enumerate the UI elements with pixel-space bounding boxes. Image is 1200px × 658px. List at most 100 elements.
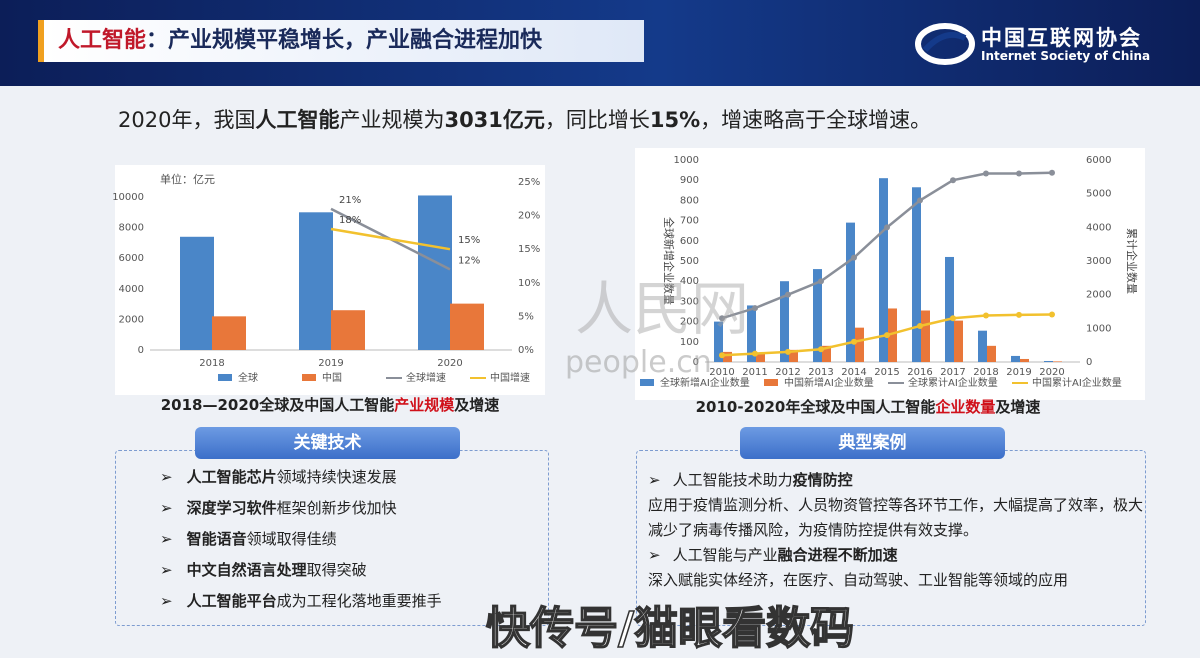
case-body: 深入赋能实体经济，在医疗、自动驾驶、工业智能等领域的应用 [648, 571, 1069, 589]
legend-label: 中国 [322, 371, 342, 384]
logo-en: Internet Society of China [981, 49, 1151, 63]
y-tick-label: 500 [680, 256, 699, 267]
bar [921, 310, 930, 362]
bar [1053, 361, 1062, 362]
logo: 中国互联网协会 Internet Society of China [915, 22, 1175, 66]
bar [912, 187, 921, 362]
legend-label: 全球增速 [406, 371, 446, 384]
y-tick-label: 6000 [119, 253, 144, 264]
legend-swatch [764, 379, 778, 386]
item-text: 成为工程化落地重要推手 [276, 592, 442, 610]
case-list: 人工智能技术助力疫情防控 应用于疫情监测分析、人员物资管控等各环节工作，大幅提高… [648, 468, 1144, 593]
list-item: 人工智能芯片领域持续快速发展 [160, 466, 442, 497]
point [785, 348, 791, 355]
point [785, 291, 791, 298]
item-bold: 智能语音 [186, 530, 247, 548]
bar [180, 236, 214, 350]
value-label: 15% [458, 235, 480, 246]
item-bold: 人工智能平台 [186, 592, 277, 610]
point [851, 338, 857, 345]
point [884, 332, 890, 339]
x-tick-label: 2018 [973, 367, 998, 378]
title-box: 人工智能：产业规模平稳增长，产业融合进程加快 [38, 20, 644, 62]
bar [714, 321, 723, 362]
legend-label: 全球新增AI企业数量 [660, 376, 750, 389]
x-tick-label: 2020 [437, 358, 462, 369]
y-tick-label: 400 [680, 276, 699, 287]
x-tick-label: 2020 [1039, 367, 1064, 378]
section-title: 关键技术 [195, 427, 460, 459]
chart-title-part: 企业数量 [934, 398, 995, 416]
list-item: 深度学习软件框架创新步伐加快 [160, 497, 442, 528]
value-label: 12% [458, 255, 480, 266]
y2-tick-label: 25% [518, 177, 540, 188]
charts: 02000400060008000100000%5%10%15%20%25%20… [112, 148, 1145, 416]
item-bold: 深度学习软件 [186, 499, 277, 517]
bar [331, 310, 365, 350]
x-tick-label: 2010 [709, 367, 734, 378]
x-tick-label: 2019 [318, 358, 343, 369]
bar [299, 212, 333, 350]
chart-title-part: 2010-2020年全球及中国人工智能 [696, 398, 936, 416]
bar [855, 327, 864, 362]
summary-bold: 人工智能 [255, 108, 340, 132]
list-item: 人工智能平台成为工程化落地重要推手 [160, 590, 442, 621]
bar [978, 330, 987, 362]
bar [780, 281, 789, 362]
case-heading-bold: 融合进程不断加速 [777, 546, 898, 564]
y-tick-label: 0 [138, 345, 144, 356]
y2-tick-label: 4000 [1086, 222, 1111, 233]
legend-label: 中国增速 [490, 371, 530, 384]
y2-tick-label: 20% [518, 211, 540, 222]
bar [879, 178, 888, 362]
legend-label: 中国累计AI企业数量 [1032, 376, 1122, 389]
bar [747, 305, 756, 362]
bar [822, 345, 831, 362]
point [1049, 169, 1055, 176]
legend-label: 全球 [238, 371, 258, 384]
item-text: 框架创新步伐加快 [276, 499, 397, 517]
y2-tick-label: 1000 [1086, 323, 1111, 334]
y2-tick-label: 0 [1086, 357, 1092, 368]
y-tick-label: 700 [680, 216, 699, 227]
y-tick-label: 0 [693, 357, 699, 368]
header: 人工智能：产业规模平稳增长，产业融合进程加快 中国互联网协会 Internet … [0, 0, 1200, 86]
point [884, 224, 890, 231]
y2-tick-label: 0% [518, 345, 534, 356]
watermark: people.cn [565, 345, 712, 380]
bar [1044, 360, 1053, 362]
case-heading-text: 人工智能与产业 [672, 546, 778, 564]
key-tech-list: 人工智能芯片领域持续快速发展 深度学习软件框架创新步伐加快 智能语音领域取得佳绩… [160, 466, 442, 621]
x-tick-label: 2015 [874, 367, 899, 378]
y-tick-label: 800 [680, 195, 699, 206]
chart: 0 100 200 300 400 500 600 700 800 900 1000 0 1000 200… [640, 155, 1139, 416]
y-tick-label: 1000 [674, 155, 699, 166]
point [851, 254, 857, 261]
chart-title-part: 及增速 [454, 396, 499, 414]
case-heading: 人工智能与产业融合进程不断加速 [648, 543, 1144, 568]
y-tick-label: 10000 [112, 192, 144, 203]
bar [723, 351, 732, 362]
y-tick-label: 4000 [119, 284, 144, 295]
x-tick-label: 2014 [841, 367, 866, 378]
chart-title-part: 及增速 [995, 398, 1040, 416]
chart-title: 2018—2020全球及中国人工智能产业规模及增速 [161, 396, 500, 414]
y-tick-label: 900 [680, 175, 699, 186]
list-item: 中文自然语言处理取得突破 [160, 559, 442, 590]
bar [813, 269, 822, 362]
item-text: 领域持续快速发展 [276, 468, 397, 486]
item-text: 领域取得佳绩 [246, 530, 337, 548]
bar [954, 320, 963, 362]
y-tick-label: 200 [680, 317, 699, 328]
bar [1020, 358, 1029, 362]
x-tick-label: 2013 [808, 367, 833, 378]
bar [789, 349, 798, 362]
y2-axis-title: 累计企业数量 [1125, 228, 1139, 294]
point [917, 322, 923, 329]
value-label: 21% [339, 195, 361, 206]
summary-bold: 15% [649, 108, 701, 132]
bar [846, 222, 855, 362]
point [818, 278, 824, 285]
summary-bold: 3031亿元 [444, 108, 545, 132]
